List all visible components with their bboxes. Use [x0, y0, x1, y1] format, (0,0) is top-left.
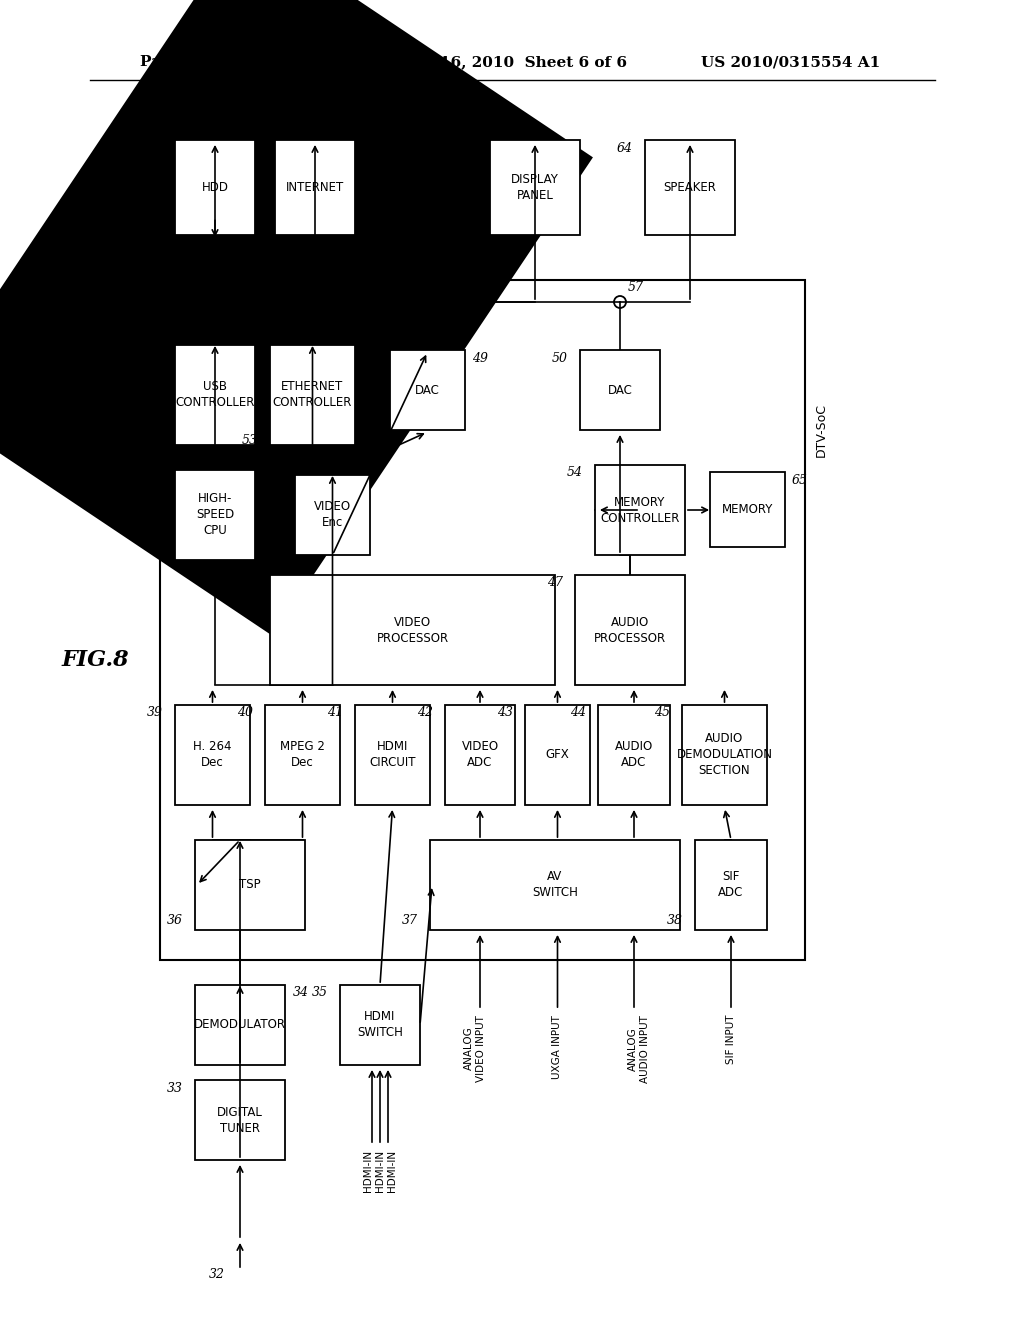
Text: AUDIO
PROCESSOR: AUDIO PROCESSOR	[594, 615, 666, 644]
Text: Patent Application Publication: Patent Application Publication	[140, 55, 402, 69]
Text: HDMI-IN
HDMI-IN
HDMI-IN: HDMI-IN HDMI-IN HDMI-IN	[364, 1150, 396, 1192]
Bar	[390, 350, 465, 430]
Bar	[175, 140, 255, 235]
Text: 45: 45	[654, 706, 670, 719]
Bar	[295, 475, 370, 554]
Text: DAC: DAC	[415, 384, 440, 396]
Text: 50: 50	[552, 351, 568, 364]
Text: 31: 31	[147, 279, 163, 292]
Text: DISPLAY
PANEL: DISPLAY PANEL	[511, 173, 559, 202]
Text: 54: 54	[567, 466, 583, 479]
Bar	[265, 705, 340, 805]
Text: DEMODULATOR: DEMODULATOR	[194, 1019, 286, 1031]
Text: 57: 57	[628, 281, 644, 294]
Text: AUDIO
DEMODULATION
SECTION: AUDIO DEMODULATION SECTION	[677, 733, 772, 777]
Bar	[270, 345, 355, 445]
Text: H. 264
Dec: H. 264 Dec	[194, 741, 231, 770]
Bar	[195, 1080, 285, 1160]
Bar	[195, 840, 305, 931]
Text: HIGH-
SPEED
CPU: HIGH- SPEED CPU	[196, 492, 234, 537]
Text: TSP: TSP	[240, 879, 261, 891]
Text: 46: 46	[242, 577, 258, 590]
Bar	[175, 345, 255, 445]
Text: 51: 51	[147, 471, 163, 484]
Text: DTV-SoC: DTV-SoC	[815, 403, 828, 457]
Text: 47: 47	[547, 577, 563, 590]
Bar	[430, 840, 680, 931]
Text: SIF INPUT: SIF INPUT	[726, 1015, 736, 1064]
Bar	[525, 705, 590, 805]
Text: 48: 48	[267, 477, 283, 490]
Bar	[490, 140, 580, 235]
Text: ANALOG
VIDEO INPUT: ANALOG VIDEO INPUT	[464, 1015, 485, 1082]
Text: 61: 61	[147, 141, 163, 154]
Text: MEMORY: MEMORY	[722, 503, 773, 516]
Bar	[575, 576, 685, 685]
Text: AUDIO
ADC: AUDIO ADC	[614, 741, 653, 770]
Text: AV
SWITCH: AV SWITCH	[532, 870, 578, 899]
Text: GFX: GFX	[546, 748, 569, 762]
Text: 65: 65	[792, 474, 808, 487]
Text: 53: 53	[242, 433, 258, 446]
Text: 41: 41	[327, 706, 343, 719]
Bar	[195, 985, 285, 1065]
Text: 55: 55	[321, 281, 337, 294]
Text: 49: 49	[472, 351, 488, 364]
Text: USB
CONTROLLER: USB CONTROLLER	[175, 380, 255, 409]
Text: 62: 62	[362, 141, 379, 154]
Bar	[175, 470, 255, 560]
Text: 33: 33	[167, 1081, 183, 1094]
Text: HDMI
SWITCH: HDMI SWITCH	[357, 1011, 402, 1040]
Text: SIF
ADC: SIF ADC	[718, 870, 743, 899]
Text: VIDEO
PROCESSOR: VIDEO PROCESSOR	[377, 615, 449, 644]
Text: 56: 56	[435, 281, 452, 294]
Bar	[160, 280, 805, 960]
Text: 37: 37	[402, 913, 418, 927]
Text: 36: 36	[167, 913, 183, 927]
Text: 43: 43	[497, 706, 513, 719]
Bar	[580, 350, 660, 430]
Text: 38: 38	[667, 913, 683, 927]
Text: ANALOG
AUDIO INPUT: ANALOG AUDIO INPUT	[628, 1015, 650, 1082]
Text: 35: 35	[312, 986, 328, 999]
Bar	[445, 705, 515, 805]
Text: 44: 44	[570, 706, 586, 719]
Bar	[645, 140, 735, 235]
Text: Dec. 16, 2010  Sheet 6 of 6: Dec. 16, 2010 Sheet 6 of 6	[397, 55, 627, 69]
Bar	[710, 473, 785, 546]
Text: MPEG 2
Dec: MPEG 2 Dec	[280, 741, 325, 770]
Bar	[682, 705, 767, 805]
Text: 32: 32	[209, 1269, 225, 1282]
Bar	[598, 705, 670, 805]
Text: VIDEO
ADC: VIDEO ADC	[462, 741, 499, 770]
Text: 42: 42	[417, 706, 433, 719]
Text: UXGA INPUT: UXGA INPUT	[553, 1015, 562, 1078]
Text: 39: 39	[147, 706, 163, 719]
Bar	[175, 705, 250, 805]
Text: 52: 52	[147, 433, 163, 446]
Text: 63: 63	[462, 141, 478, 154]
Text: ETHERNET
CONTROLLER: ETHERNET CONTROLLER	[272, 380, 352, 409]
Bar	[595, 465, 685, 554]
Bar	[355, 705, 430, 805]
Text: 34: 34	[293, 986, 309, 999]
Text: DAC: DAC	[607, 384, 633, 396]
Text: VIDEO
Enc: VIDEO Enc	[314, 500, 351, 529]
Text: HDD: HDD	[202, 181, 228, 194]
Text: HDMI
CIRCUIT: HDMI CIRCUIT	[370, 741, 416, 770]
Text: 40: 40	[237, 706, 253, 719]
Bar	[340, 985, 420, 1065]
Bar	[695, 840, 767, 931]
Text: US 2010/0315554 A1: US 2010/0315554 A1	[700, 55, 880, 69]
Text: INTERNET: INTERNET	[286, 181, 344, 194]
Text: MEMORY
CONTROLLER: MEMORY CONTROLLER	[600, 495, 680, 524]
Text: DIGITAL
TUNER: DIGITAL TUNER	[217, 1106, 263, 1134]
Bar	[270, 576, 555, 685]
Text: FIG.8: FIG.8	[61, 649, 129, 671]
Text: SPEAKER: SPEAKER	[664, 181, 717, 194]
Text: 64: 64	[617, 141, 633, 154]
Bar	[275, 140, 355, 235]
